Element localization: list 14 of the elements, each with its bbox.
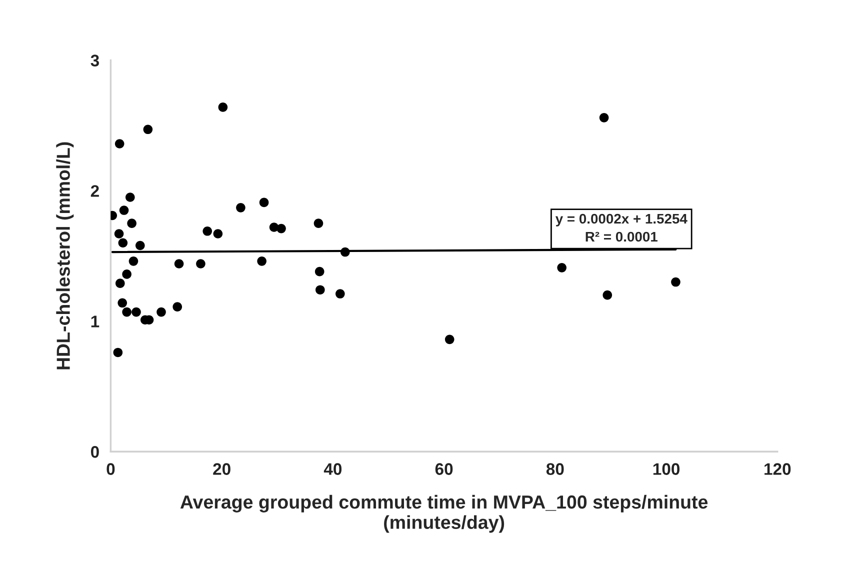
y-tick-label: 3 [90,54,99,66]
y-tick-label: 1 [91,316,100,328]
x-tick-label: 80 [546,463,564,475]
x-tick-label: 120 [764,463,791,475]
x-tick-label: 100 [653,463,680,475]
x-tick-label: 60 [435,463,453,475]
y-tick-label: 0 [90,446,99,458]
x-tick-label: 40 [324,463,342,475]
y-axis-title: HDL-cholesterol (mmol/L) [56,142,74,370]
annotation: y = 0.0002x + 1.5254 R² = 0.0001 [555,214,688,242]
x-axis-title: Average grouped commute time in MVPA_100 steps/minute (minutes/day) [180,494,708,533]
y-tick-label: 2 [90,185,99,197]
x-tick-label: 0 [106,463,115,475]
x-tick-label: 20 [213,463,230,475]
